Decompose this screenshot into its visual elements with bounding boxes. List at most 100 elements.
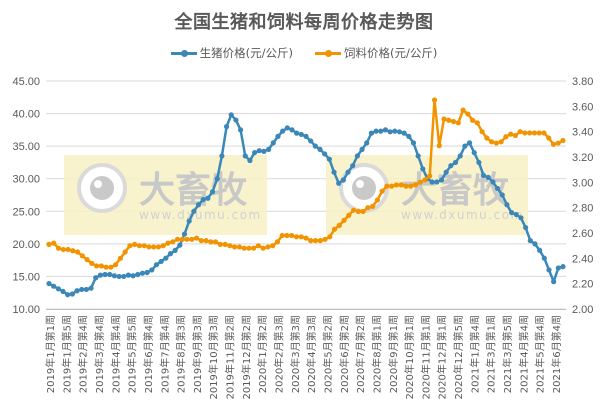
data-point[interactable] xyxy=(308,138,314,144)
data-point[interactable] xyxy=(389,183,395,189)
data-point[interactable] xyxy=(227,243,233,249)
data-point[interactable] xyxy=(350,163,356,169)
data-point[interactable] xyxy=(174,236,181,242)
data-point[interactable] xyxy=(312,238,319,244)
data-point[interactable] xyxy=(465,111,471,117)
data-point[interactable] xyxy=(474,120,480,126)
data-point[interactable] xyxy=(493,140,499,146)
data-point[interactable] xyxy=(498,139,504,145)
data-point[interactable] xyxy=(279,232,285,239)
data-point[interactable] xyxy=(270,243,276,249)
data-point[interactable] xyxy=(108,264,114,270)
data-point[interactable] xyxy=(228,112,234,118)
data-point[interactable] xyxy=(417,179,423,185)
data-point[interactable] xyxy=(160,243,166,249)
data-point[interactable] xyxy=(541,255,547,261)
data-point[interactable] xyxy=(246,245,252,251)
data-point[interactable] xyxy=(546,267,552,273)
data-point[interactable] xyxy=(331,226,338,232)
data-point[interactable] xyxy=(429,179,435,185)
data-point[interactable] xyxy=(317,146,323,152)
data-point[interactable] xyxy=(265,244,271,250)
data-point[interactable] xyxy=(214,176,220,182)
data-point[interactable] xyxy=(346,212,352,218)
data-point[interactable] xyxy=(450,118,457,125)
data-point[interactable] xyxy=(370,203,376,209)
data-point[interactable] xyxy=(102,271,108,278)
data-point[interactable] xyxy=(93,275,99,281)
data-point[interactable] xyxy=(490,179,496,185)
data-point[interactable] xyxy=(378,128,384,134)
data-point[interactable] xyxy=(83,286,89,293)
data-point[interactable] xyxy=(479,129,485,135)
data-point[interactable] xyxy=(312,143,318,149)
data-point[interactable] xyxy=(460,107,466,113)
data-point[interactable] xyxy=(379,188,385,194)
data-point[interactable] xyxy=(289,127,295,133)
data-point[interactable] xyxy=(499,192,505,198)
data-point[interactable] xyxy=(298,131,304,138)
data-point[interactable] xyxy=(422,177,428,183)
data-point[interactable] xyxy=(462,143,468,149)
data-point[interactable] xyxy=(410,140,417,146)
data-point[interactable] xyxy=(127,243,133,249)
data-point[interactable] xyxy=(327,234,333,240)
data-point[interactable] xyxy=(484,135,490,141)
data-point[interactable] xyxy=(132,241,138,247)
data-point[interactable] xyxy=(326,156,332,162)
data-point[interactable] xyxy=(368,130,375,136)
data-point[interactable] xyxy=(471,150,477,156)
data-point[interactable] xyxy=(55,245,62,251)
data-point[interactable] xyxy=(125,272,132,278)
data-point[interactable] xyxy=(193,235,200,241)
data-point[interactable] xyxy=(289,232,295,239)
data-point[interactable] xyxy=(374,197,380,203)
data-point[interactable] xyxy=(121,273,127,280)
data-point[interactable] xyxy=(255,243,262,249)
data-point[interactable] xyxy=(443,169,449,175)
data-point[interactable] xyxy=(107,271,113,278)
legend-item-hog-price[interactable]: 生猪价格(元/公斤) xyxy=(170,45,293,61)
data-point[interactable] xyxy=(241,245,247,251)
data-point[interactable] xyxy=(209,189,216,195)
data-point[interactable] xyxy=(198,238,204,244)
data-point[interactable] xyxy=(163,255,169,261)
data-point[interactable] xyxy=(336,180,342,186)
data-point[interactable] xyxy=(280,128,286,134)
data-point[interactable] xyxy=(415,153,421,159)
data-point[interactable] xyxy=(403,183,409,189)
data-point[interactable] xyxy=(303,235,309,241)
data-point[interactable] xyxy=(382,127,389,133)
data-point[interactable] xyxy=(74,288,80,294)
data-point[interactable] xyxy=(179,236,185,242)
data-point[interactable] xyxy=(155,244,162,250)
data-point[interactable] xyxy=(189,236,195,242)
data-point[interactable] xyxy=(200,196,206,203)
data-point[interactable] xyxy=(195,202,202,208)
data-point[interactable] xyxy=(149,267,155,273)
data-point[interactable] xyxy=(170,239,176,245)
data-point[interactable] xyxy=(355,208,361,215)
data-point[interactable] xyxy=(144,269,150,276)
data-point[interactable] xyxy=(408,183,414,189)
data-point[interactable] xyxy=(384,183,390,189)
data-point[interactable] xyxy=(46,241,52,247)
data-point[interactable] xyxy=(350,207,357,213)
data-point[interactable] xyxy=(503,134,509,140)
data-point[interactable] xyxy=(79,253,85,259)
data-point[interactable] xyxy=(177,242,183,248)
data-point[interactable] xyxy=(536,130,542,136)
data-point[interactable] xyxy=(293,234,300,240)
data-point[interactable] xyxy=(113,262,119,268)
data-point[interactable] xyxy=(345,169,351,175)
data-point[interactable] xyxy=(476,159,482,166)
data-point[interactable] xyxy=(79,286,85,293)
data-point[interactable] xyxy=(406,133,412,139)
data-point[interactable] xyxy=(70,248,76,254)
data-point[interactable] xyxy=(441,116,447,122)
data-point[interactable] xyxy=(46,280,52,287)
data-point[interactable] xyxy=(457,153,463,159)
data-point[interactable] xyxy=(513,211,519,218)
data-point[interactable] xyxy=(84,257,90,263)
data-point[interactable] xyxy=(466,140,473,146)
